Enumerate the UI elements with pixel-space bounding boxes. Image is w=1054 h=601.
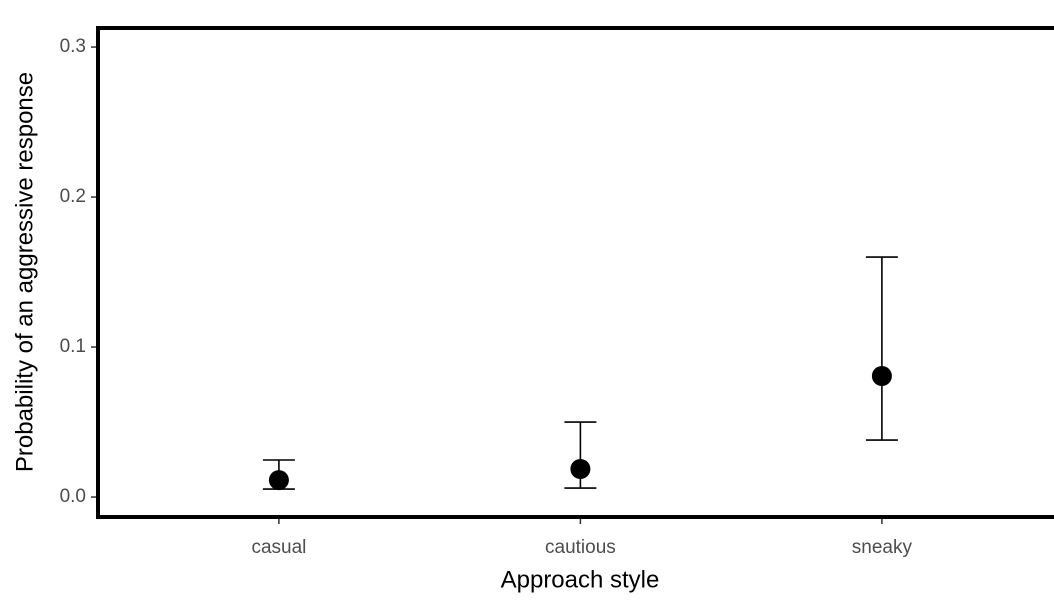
y-tick-label: 0.2 [60, 186, 86, 207]
x-axis-title: Approach style [501, 566, 660, 593]
y-tick-label: 0.3 [60, 36, 86, 57]
y-axis-title: Probability of an aggressive response [11, 72, 38, 472]
x-tick-label: casual [251, 537, 306, 558]
panel-border [96, 26, 1054, 519]
point [871, 366, 892, 386]
y-tick-label: 0.0 [60, 486, 86, 507]
point [268, 470, 289, 491]
x-tick-label: sneaky [852, 537, 913, 558]
y-tick-label: 0.1 [60, 336, 86, 357]
point [570, 459, 591, 479]
error-bar [865, 256, 898, 441]
x-tick-label: cautious [545, 537, 616, 558]
